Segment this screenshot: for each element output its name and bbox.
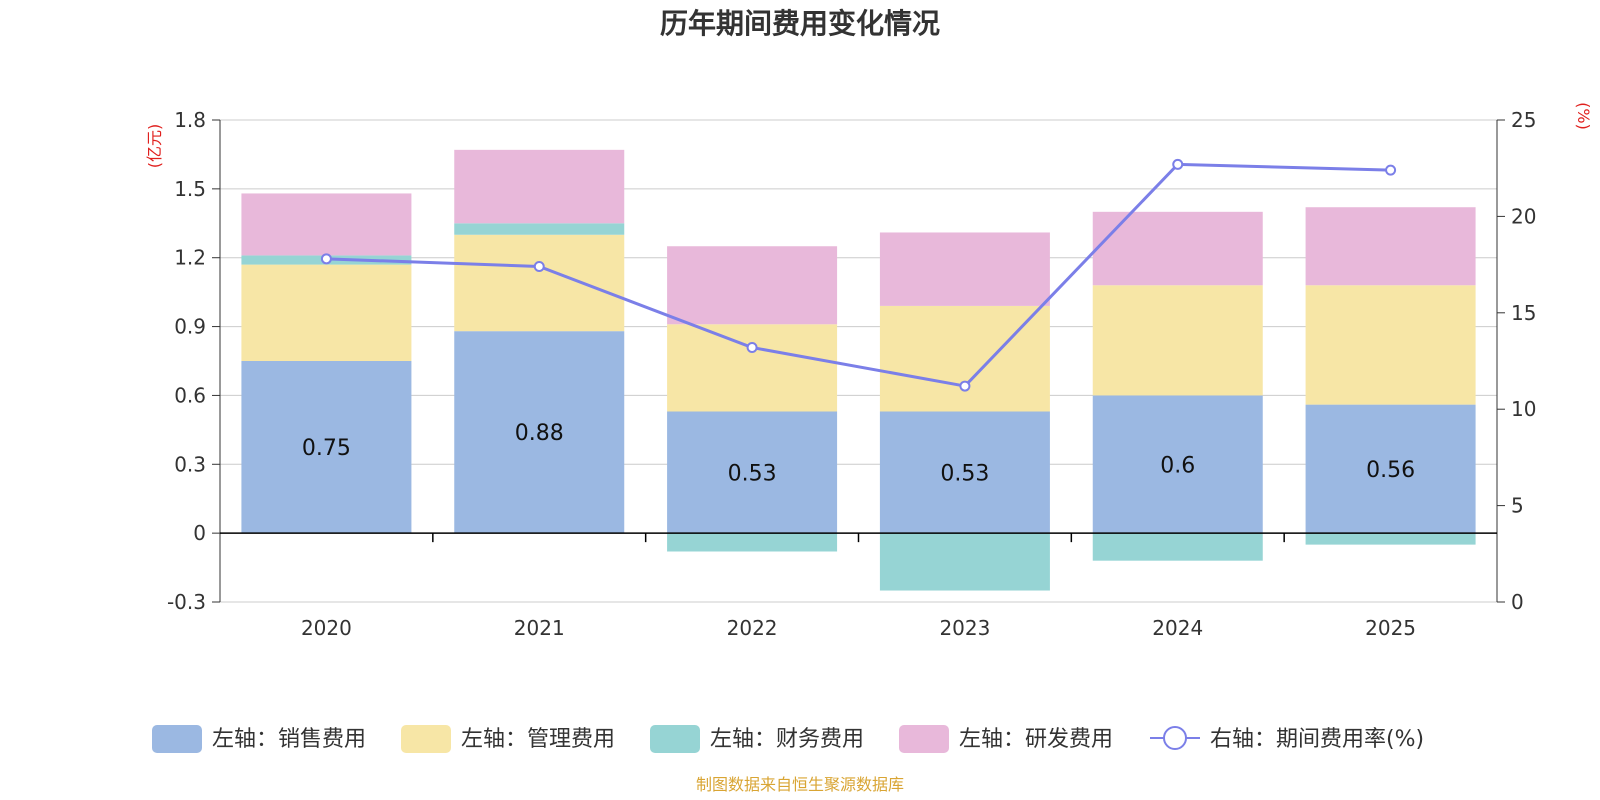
bar-segment <box>454 331 625 534</box>
bar-segment <box>241 361 412 534</box>
bar-value-label: 0.56 <box>1366 458 1415 483</box>
rate-point <box>1385 164 1397 176</box>
bar-segment <box>879 533 1050 591</box>
x-tick-label: 2021 <box>514 616 565 640</box>
grid-lines <box>220 119 1497 603</box>
rate-point <box>320 253 332 265</box>
right-tick-label: 5 <box>1511 494 1524 518</box>
left-tick-label: 0 <box>193 521 206 545</box>
bar-segment <box>1092 533 1263 561</box>
bar-segment <box>1305 533 1476 545</box>
bar-segment <box>454 234 625 332</box>
x-tick-label: 2025 <box>1365 616 1416 640</box>
x-tick-label: 2022 <box>727 616 778 640</box>
legend-swatch <box>899 725 949 753</box>
bar-segment <box>454 149 625 224</box>
legend-label: 左轴：销售费用 <box>212 727 366 752</box>
right-tick-label: 25 <box>1511 108 1536 132</box>
bar-value-label: 0.6 <box>1160 453 1195 478</box>
bar-segment <box>241 193 412 256</box>
bar-segment <box>241 264 412 361</box>
bar-segment <box>1305 404 1476 534</box>
bar-segment <box>1092 211 1263 286</box>
right-tick-label: 15 <box>1511 301 1536 325</box>
legend: 左轴：销售费用 左轴：管理费用 左轴：财务费用 左轴：研发费用 右轴：期间费用率(%) <box>152 725 1424 753</box>
left-tick-label: -0.3 <box>167 590 206 614</box>
rate-point <box>959 380 971 392</box>
legend-label: 左轴：研发费用 <box>959 727 1113 752</box>
bar-value-label: 0.53 <box>728 461 777 486</box>
legend-swatch <box>152 725 202 753</box>
bar-segment <box>1092 395 1263 534</box>
left-tick-label: 1.8 <box>174 108 206 132</box>
legend-label: 右轴：期间费用率(%) <box>1210 727 1424 752</box>
rate-point <box>746 342 758 354</box>
legend-swatch-marker <box>1163 726 1187 750</box>
bar-value-label: 0.75 <box>302 436 351 461</box>
bar-segment <box>879 411 1050 534</box>
x-tick-label: 2020 <box>301 616 352 640</box>
rate-point <box>533 261 545 273</box>
legend-label: 左轴：管理费用 <box>461 727 615 752</box>
chart-title: 历年期间费用变化情况 <box>660 7 940 40</box>
rate-line <box>320 158 1397 392</box>
bar-labels: 0.75 0.88 0.53 0.53 0.6 0.56 <box>302 421 1415 486</box>
left-tick-label: 1.2 <box>174 246 206 270</box>
left-tick-label: 0.3 <box>174 452 206 476</box>
legend-swatch <box>650 725 700 753</box>
source-note: 制图数据来自恒生聚源数据库 <box>696 775 904 794</box>
bar-segment <box>1305 285 1476 405</box>
right-tick-label: 0 <box>1511 590 1524 614</box>
x-tick-label: 2023 <box>939 616 990 640</box>
bar-segment <box>667 246 838 325</box>
legend-swatch <box>401 725 451 753</box>
bar-segment <box>667 533 838 552</box>
bar-segment <box>1305 207 1476 286</box>
left-tick-label: 0.9 <box>174 315 206 339</box>
left-axis-unit: (亿元) <box>145 124 164 169</box>
bar-segment <box>1092 285 1263 396</box>
bar-segment <box>667 411 838 534</box>
right-axis-unit: (%) <box>1574 102 1593 130</box>
bar-segment <box>879 232 1050 306</box>
right-tick-label: 20 <box>1511 204 1536 228</box>
bar-segment <box>454 223 625 235</box>
bar-value-label: 0.53 <box>940 461 989 486</box>
rate-line-path <box>326 162 1391 388</box>
x-tick-label: 2024 <box>1152 616 1203 640</box>
rate-point <box>1172 158 1184 170</box>
bar-segment <box>879 305 1050 412</box>
legend-label: 左轴：财务费用 <box>710 727 864 752</box>
right-tick-label: 10 <box>1511 397 1536 421</box>
bar-value-label: 0.88 <box>515 421 564 446</box>
bars <box>241 149 1476 591</box>
bar-segment <box>667 324 838 412</box>
left-tick-label: 0.6 <box>174 383 206 407</box>
left-tick-label: 1.5 <box>174 177 206 201</box>
